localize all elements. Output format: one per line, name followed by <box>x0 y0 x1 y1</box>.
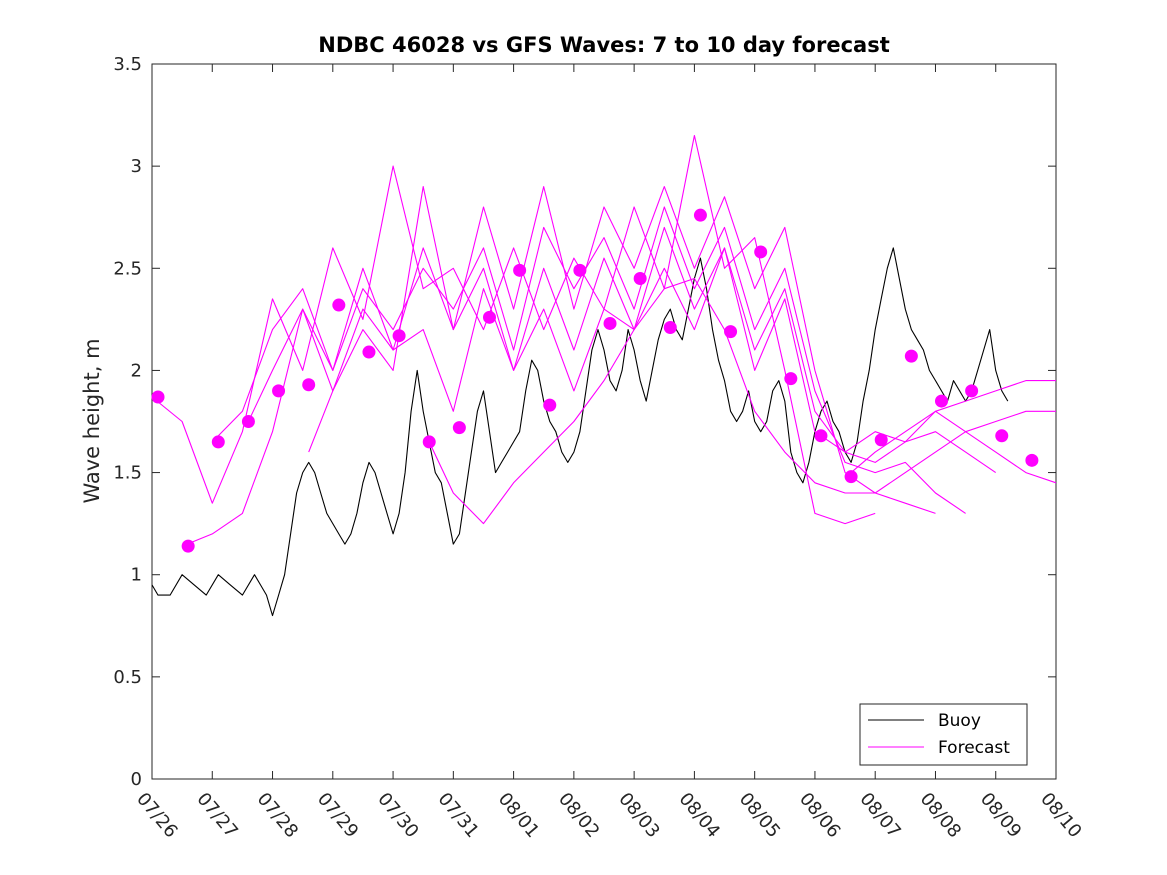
forecast-marker <box>934 394 948 408</box>
forecast-marker <box>362 345 376 359</box>
forecast-marker <box>844 470 858 484</box>
y-axis: 0 0.5 1 1.5 2 2.5 3 3.5 <box>113 54 1056 790</box>
y-tick-label: 0 <box>131 769 142 790</box>
forecast-marker <box>241 415 255 428</box>
forecast-marker <box>211 435 225 449</box>
forecast-marker <box>754 245 768 259</box>
x-tick-label: 08/06 <box>795 789 844 842</box>
forecast-run-line <box>308 247 1056 453</box>
y-tick-label: 2 <box>131 360 142 381</box>
y-tick-label: 1 <box>131 565 142 586</box>
forecast-marker <box>482 310 496 324</box>
y-axis-label: Wave height, m <box>80 338 104 503</box>
legend: Buoy Forecast <box>859 703 1028 766</box>
forecast-marker <box>181 539 195 553</box>
legend-label-buoy: Buoy <box>938 711 981 731</box>
forecast-run-line <box>850 380 1056 474</box>
x-tick-label: 08/10 <box>1036 789 1085 842</box>
forecast-marker <box>573 263 587 277</box>
forecast-marker <box>663 321 677 335</box>
x-tick-label: 08/07 <box>855 789 904 842</box>
forecast-run-line <box>211 206 966 514</box>
forecast-marker <box>392 329 406 343</box>
x-tick-label: 07/28 <box>253 789 302 842</box>
forecast-marker <box>302 378 316 392</box>
forecast-marker <box>965 384 979 398</box>
forecast-marker <box>693 208 707 222</box>
x-tick-label: 08/08 <box>916 789 965 842</box>
x-tick-label: 08/09 <box>976 789 1025 842</box>
x-tick-label: 07/27 <box>192 789 241 842</box>
forecast-marker <box>1025 453 1039 467</box>
legend-box <box>859 703 1028 766</box>
forecast-marker <box>904 349 918 363</box>
x-tick-label: 08/02 <box>554 789 603 842</box>
forecast-marker <box>543 398 557 412</box>
forecast-markers <box>151 208 1039 553</box>
y-tick-label: 3.5 <box>113 54 142 75</box>
y-tick-label: 3 <box>131 156 142 177</box>
forecast-run-line <box>151 134 876 525</box>
forecast-marker <box>874 433 888 447</box>
plot-area <box>151 63 1057 780</box>
x-tick-label: 08/03 <box>614 789 663 842</box>
x-tick-label: 07/30 <box>373 789 422 842</box>
forecast-run-line <box>247 226 997 474</box>
forecast-marker <box>603 316 617 330</box>
forecast-marker <box>422 435 436 449</box>
buoy-line <box>151 247 1009 617</box>
series-lines <box>151 134 1057 617</box>
forecast-marker <box>332 298 346 312</box>
legend-label-forecast: Forecast <box>938 738 1010 758</box>
x-tick-label: 08/04 <box>675 789 724 842</box>
forecast-run-line <box>181 186 936 547</box>
forecast-marker <box>633 272 647 285</box>
forecast-marker <box>452 421 466 435</box>
forecast-marker <box>724 325 738 339</box>
forecast-marker <box>151 390 165 404</box>
chart-title: NDBC 46028 vs GFS Waves: 7 to 10 day for… <box>318 33 889 57</box>
y-tick-label: 0.5 <box>113 667 142 688</box>
forecast-marker <box>513 263 527 277</box>
forecast-marker <box>814 429 828 443</box>
y-tick-label: 2.5 <box>113 258 142 279</box>
forecast-run-line <box>428 277 1057 525</box>
x-tick-label: 07/26 <box>132 789 181 842</box>
x-tick-label: 07/29 <box>313 789 362 842</box>
forecast-marker <box>784 372 798 386</box>
x-tick-label: 08/01 <box>494 789 543 842</box>
x-tick-label: 07/31 <box>434 789 483 842</box>
x-tick-label: 08/05 <box>735 789 784 842</box>
forecast-marker <box>995 429 1009 443</box>
y-tick-label: 1.5 <box>113 463 142 484</box>
forecast-marker <box>272 384 286 398</box>
